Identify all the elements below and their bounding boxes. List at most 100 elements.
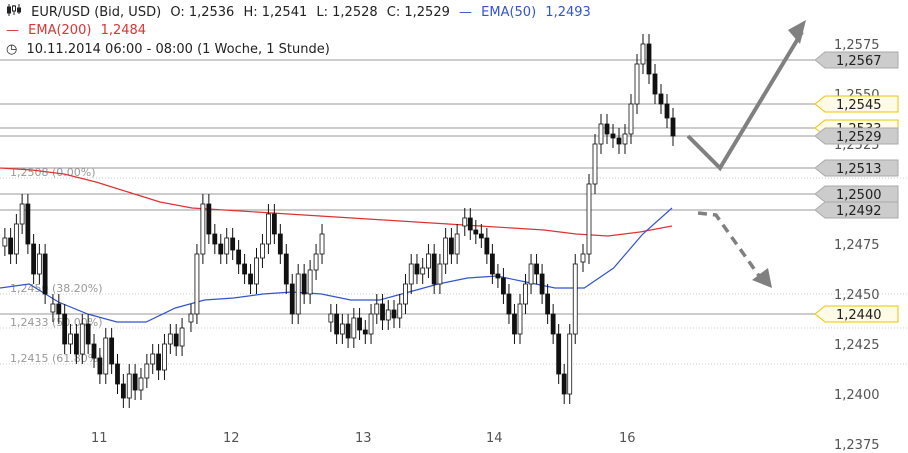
candle-body <box>295 273 301 315</box>
candle-body <box>634 63 640 105</box>
period-legend: ◷ 10.11.2014 06:00 - 08:00 (1 Woche, 1 S… <box>6 42 335 57</box>
candle-body <box>91 343 97 359</box>
price-tag <box>814 305 899 323</box>
candle-body <box>495 273 501 279</box>
candle-body <box>528 263 534 285</box>
candle-body <box>539 273 545 295</box>
forecast-arrowhead-down <box>752 268 772 288</box>
candle-body <box>313 253 319 271</box>
candle-body <box>339 323 345 335</box>
candle-body <box>230 237 236 251</box>
candle-body <box>403 283 408 305</box>
candle-body <box>646 43 652 75</box>
candle-body <box>167 333 173 345</box>
x-tick-label: 13 <box>355 431 372 446</box>
candle-body <box>640 43 646 65</box>
open-value: O: 1,2536 <box>170 5 235 20</box>
fib-label: 1,2450 (38.20%) <box>10 282 103 295</box>
candle-body <box>120 383 126 399</box>
candle-body <box>592 143 598 185</box>
candle-body <box>8 237 14 255</box>
price-tag-label: 1,2492 <box>836 204 882 219</box>
candle-body <box>534 263 539 275</box>
candle-body <box>236 249 242 265</box>
candle-body <box>385 309 391 321</box>
candle-body <box>50 303 56 313</box>
x-tick-label: 11 <box>91 431 108 446</box>
candle-body <box>345 323 351 339</box>
candle-body <box>604 123 610 135</box>
candle-body <box>31 243 37 275</box>
candle-body <box>380 303 385 321</box>
candle-body <box>501 277 506 295</box>
candle-body <box>414 263 420 275</box>
candle-body <box>426 253 431 269</box>
candle-body <box>103 337 109 375</box>
candle-body <box>658 93 664 105</box>
candle-body <box>561 373 567 395</box>
ema50-line <box>0 207 673 323</box>
candle-body <box>156 353 161 371</box>
candle-body <box>283 253 289 285</box>
price-tag <box>814 51 899 69</box>
y-tick-label: 1,2400 <box>834 388 880 403</box>
ema200-label: EMA(200) <box>28 23 92 38</box>
candle-body <box>254 257 259 285</box>
ema50-label: EMA(50) <box>481 5 537 20</box>
candle-body <box>115 363 120 385</box>
candle-body <box>443 237 449 265</box>
candle-body <box>567 333 573 395</box>
candle-body <box>334 313 340 335</box>
price-tag <box>814 95 899 113</box>
candle-body <box>374 303 380 315</box>
forecast-arrow-up <box>686 30 804 172</box>
candle-body <box>362 329 368 335</box>
candle-body <box>319 233 325 255</box>
candle-body <box>517 303 523 335</box>
price-tag-label: 1,2513 <box>836 162 882 177</box>
candle-body <box>598 123 604 145</box>
ema50-indicator-line: — <box>459 5 472 20</box>
candle-body <box>194 253 200 315</box>
x-tick-label: 14 <box>486 431 503 446</box>
x-tick-label: 12 <box>223 431 240 446</box>
candle-body <box>391 309 397 319</box>
candle-body <box>431 253 437 285</box>
candle-body <box>622 133 628 145</box>
candle-body <box>173 333 179 347</box>
candle-body <box>397 303 403 319</box>
candle-body <box>454 233 460 255</box>
ema200-legend: — EMA(200) 1,2484 <box>6 23 151 38</box>
candle-body <box>242 263 247 275</box>
price-tag-label: 1,2440 <box>836 308 882 323</box>
candle-body <box>664 103 670 119</box>
candle-body <box>206 203 212 235</box>
forecast-arrow-down <box>697 211 764 282</box>
candle-body <box>74 333 79 355</box>
candle-body <box>200 203 206 255</box>
candle-body <box>248 273 253 285</box>
symbol-label: EUR/USD (Bid, USD) <box>31 5 162 20</box>
candle-body <box>351 317 357 339</box>
candle-body <box>328 313 334 323</box>
price-tag-label: 1,2567 <box>836 54 882 69</box>
candle-body <box>13 223 19 255</box>
candle-body <box>224 237 230 255</box>
candle-body <box>79 323 85 355</box>
price-tag <box>814 127 899 145</box>
candlestick-icon <box>6 4 26 20</box>
candle-body <box>150 353 156 365</box>
y-tick-label: 1,2425 <box>834 338 880 353</box>
candle-body <box>628 103 634 135</box>
candle-body <box>307 269 313 295</box>
forecast-arrowhead-up <box>788 20 806 44</box>
candle-body <box>132 373 138 391</box>
candle-body <box>580 253 586 263</box>
candle-body <box>19 203 25 225</box>
candle-body <box>616 137 622 145</box>
candle-body <box>357 317 362 331</box>
candle-body <box>144 363 150 379</box>
candle-body <box>109 337 115 365</box>
period-label: 10.11.2014 06:00 - 08:00 (1 Woche, 1 Stu… <box>26 42 330 57</box>
price-tag-label: 1,2545 <box>836 98 882 113</box>
